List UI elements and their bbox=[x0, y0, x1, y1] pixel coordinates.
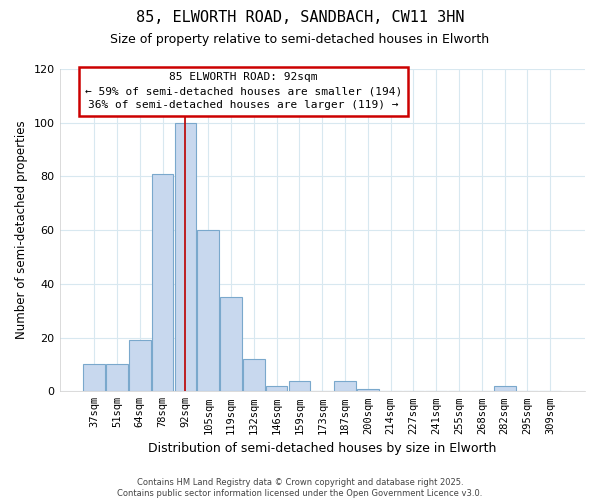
Bar bbox=[220, 298, 242, 392]
Y-axis label: Number of semi-detached properties: Number of semi-detached properties bbox=[15, 121, 28, 340]
Text: Size of property relative to semi-detached houses in Elworth: Size of property relative to semi-detach… bbox=[110, 32, 490, 46]
Bar bbox=[334, 380, 356, 392]
Bar bbox=[106, 364, 128, 392]
Bar bbox=[494, 386, 515, 392]
Text: 85, ELWORTH ROAD, SANDBACH, CW11 3HN: 85, ELWORTH ROAD, SANDBACH, CW11 3HN bbox=[136, 10, 464, 25]
Bar bbox=[243, 359, 265, 392]
Text: Contains HM Land Registry data © Crown copyright and database right 2025.
Contai: Contains HM Land Registry data © Crown c… bbox=[118, 478, 482, 498]
Bar bbox=[83, 364, 105, 392]
Text: 85 ELWORTH ROAD: 92sqm
← 59% of semi-detached houses are smaller (194)
36% of se: 85 ELWORTH ROAD: 92sqm ← 59% of semi-det… bbox=[85, 72, 402, 110]
Bar bbox=[197, 230, 219, 392]
Bar bbox=[357, 388, 379, 392]
Bar bbox=[152, 174, 173, 392]
Bar bbox=[129, 340, 151, 392]
Bar bbox=[289, 380, 310, 392]
Bar bbox=[266, 386, 287, 392]
Bar bbox=[175, 122, 196, 392]
X-axis label: Distribution of semi-detached houses by size in Elworth: Distribution of semi-detached houses by … bbox=[148, 442, 496, 455]
